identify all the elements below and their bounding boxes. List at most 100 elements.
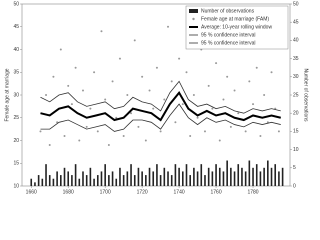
scatter-point xyxy=(215,62,218,65)
y2-tick-label: 15 xyxy=(293,129,299,135)
bar xyxy=(170,175,173,186)
legend-label: 95 % confidence interval xyxy=(201,40,255,46)
bar xyxy=(63,167,66,186)
bar xyxy=(74,164,77,186)
y-tick-label: 25 xyxy=(13,115,19,121)
scatter-point xyxy=(141,75,144,78)
scatter-point xyxy=(203,130,206,133)
bar xyxy=(193,167,195,186)
scatter-point xyxy=(100,30,103,33)
bar xyxy=(111,171,114,186)
bar xyxy=(115,178,118,186)
scatter-point xyxy=(137,125,140,128)
bar xyxy=(148,167,151,186)
scatter-point xyxy=(185,71,188,74)
bar xyxy=(241,167,243,186)
scatter-point xyxy=(78,139,81,142)
y2-tick-label: 5 xyxy=(293,165,296,171)
y-tick-label: 50 xyxy=(13,1,19,7)
bar xyxy=(133,175,136,186)
scatter-point xyxy=(211,107,214,110)
scatter-point xyxy=(130,112,133,115)
bar xyxy=(137,167,140,186)
y2-axis-label: Number of observations xyxy=(303,68,309,122)
scatter-point xyxy=(93,71,96,74)
bar xyxy=(196,171,199,186)
y-tick-label: 35 xyxy=(13,70,19,76)
legend-swatch xyxy=(192,17,195,21)
scatter-point xyxy=(229,125,232,128)
x-tick-label: 1780 xyxy=(247,189,258,195)
bar xyxy=(56,171,58,186)
scatter-point xyxy=(115,116,118,119)
scatter-point xyxy=(178,57,181,60)
scatter-point xyxy=(259,134,262,137)
scatter-point xyxy=(85,125,88,128)
scatter-point xyxy=(170,80,173,83)
bar xyxy=(278,171,280,186)
scatter-point xyxy=(48,144,51,147)
bar xyxy=(237,164,240,186)
bar xyxy=(60,175,62,186)
y2-tick-label: 0 xyxy=(293,183,296,189)
scatter-point xyxy=(218,139,221,142)
bar xyxy=(204,175,206,186)
scatter-point xyxy=(107,144,110,147)
y2-tick-label: 20 xyxy=(293,111,299,117)
y-tick-label: 40 xyxy=(13,47,19,53)
scatter-point xyxy=(255,66,258,69)
bar xyxy=(259,171,262,186)
scatter-point xyxy=(63,134,66,137)
bar xyxy=(211,171,214,186)
y-axis-label: Female age at marriage xyxy=(4,68,10,121)
scatter-point xyxy=(167,25,170,28)
bar xyxy=(34,182,36,186)
scatter-point xyxy=(270,71,273,74)
scatter-point xyxy=(233,89,236,92)
scatter-point xyxy=(96,130,99,133)
x-tick-label: 1760 xyxy=(211,189,222,195)
scatter-point xyxy=(45,94,48,96)
y2-tick-label: 50 xyxy=(293,1,299,7)
y2-tick-label: 30 xyxy=(293,74,299,80)
bar xyxy=(126,171,129,186)
bar xyxy=(207,167,210,186)
bar xyxy=(233,171,236,186)
scatter-point xyxy=(207,84,210,87)
bar xyxy=(218,167,221,186)
scatter-point xyxy=(111,80,114,83)
line xyxy=(40,103,281,132)
bar xyxy=(104,164,106,186)
bar xyxy=(252,167,254,186)
y-tick-label: 15 xyxy=(13,161,19,167)
scatter-point xyxy=(244,130,247,133)
legend-label: Average: 10-year rolling window xyxy=(201,24,272,30)
legend-box xyxy=(185,5,289,50)
scatter-point xyxy=(192,94,195,96)
scatter-point xyxy=(89,107,92,110)
y2-tick-label: 45 xyxy=(293,20,299,26)
bar xyxy=(71,175,73,186)
bar xyxy=(248,160,251,186)
bar xyxy=(178,167,180,186)
bar xyxy=(267,160,269,186)
bar xyxy=(37,175,40,186)
bar xyxy=(159,175,162,186)
bar xyxy=(48,175,51,186)
scatter-point xyxy=(248,80,251,83)
bar xyxy=(200,164,203,186)
bar xyxy=(152,171,155,186)
line xyxy=(40,90,281,122)
bar xyxy=(274,164,277,186)
bar xyxy=(281,167,284,186)
x-tick-label: 1680 xyxy=(63,189,74,195)
y-tick-label: 45 xyxy=(13,24,19,30)
bar xyxy=(222,171,225,186)
scatter-point xyxy=(174,121,177,124)
y-tick-label: 20 xyxy=(13,138,19,144)
scatter-point xyxy=(226,75,229,78)
bar xyxy=(167,171,169,186)
bar xyxy=(163,167,166,186)
scatter-point xyxy=(122,134,125,137)
bar xyxy=(226,160,228,186)
